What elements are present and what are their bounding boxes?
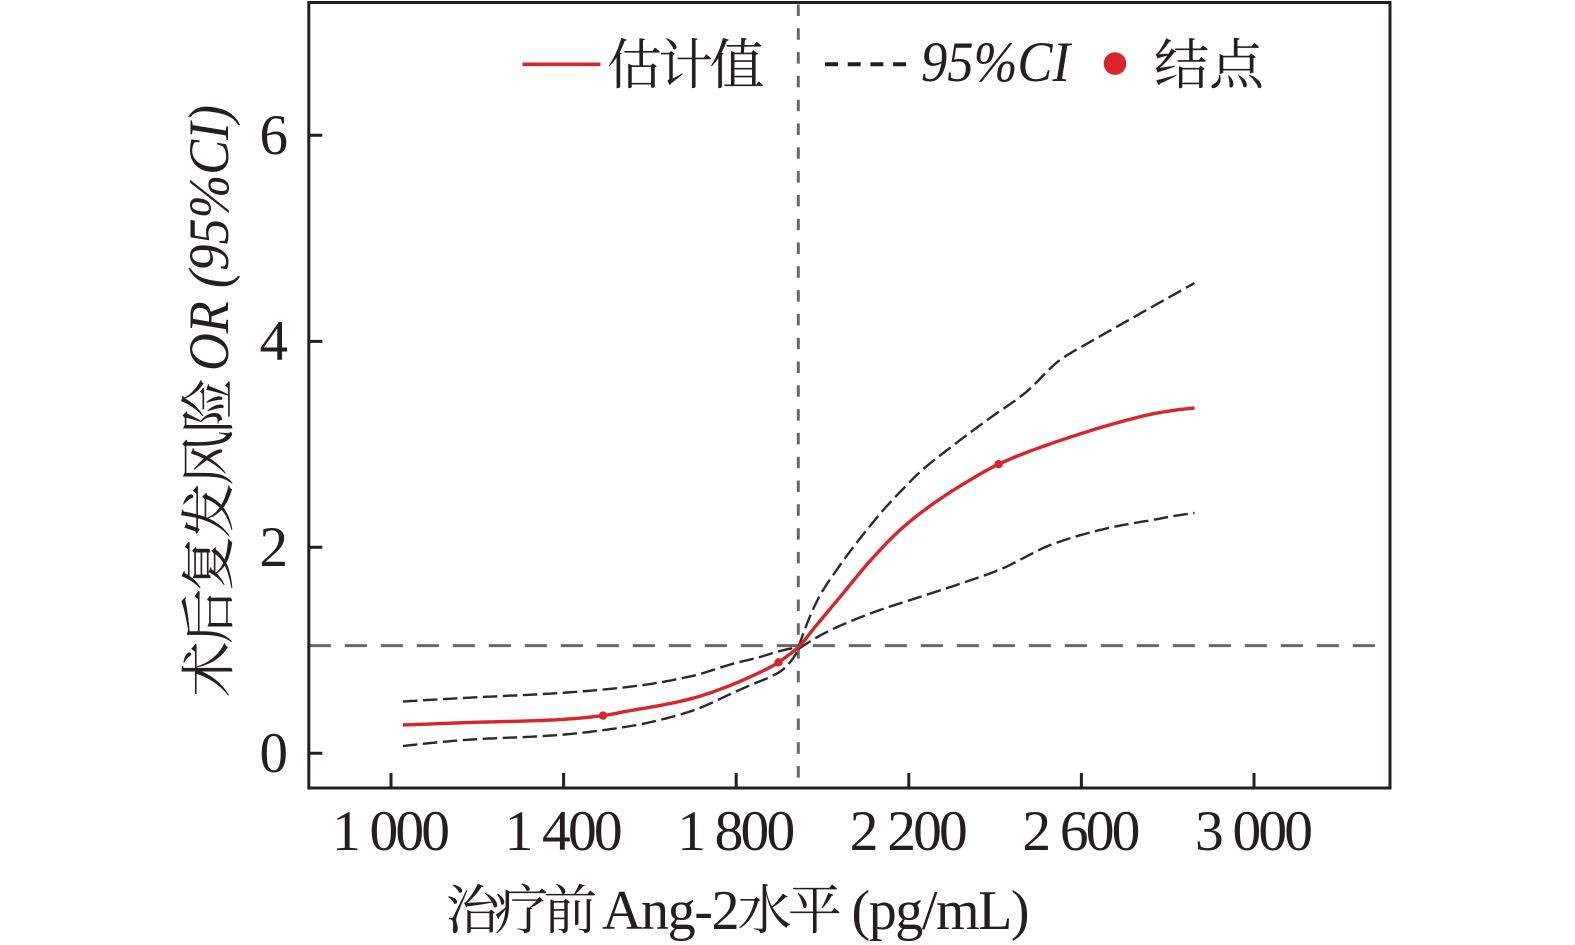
svg-text:2 200: 2 200 bbox=[850, 800, 968, 863]
svg-text:OR (95%CI): OR (95%CI) bbox=[178, 105, 241, 371]
svg-text:0: 0 bbox=[260, 722, 289, 785]
svg-text:2 600: 2 600 bbox=[1022, 800, 1140, 863]
svg-text:95%CI: 95%CI bbox=[921, 31, 1073, 94]
svg-text:1 800: 1 800 bbox=[677, 800, 795, 863]
svg-text:4: 4 bbox=[260, 310, 289, 373]
svg-text:3 000: 3 000 bbox=[1195, 800, 1313, 863]
svg-text:(pg/mL): (pg/mL) bbox=[852, 880, 1030, 942]
svg-text:1 000: 1 000 bbox=[332, 800, 450, 863]
svg-text:1 400: 1 400 bbox=[505, 800, 623, 863]
svg-text:2: 2 bbox=[260, 516, 289, 579]
svg-text:6: 6 bbox=[260, 104, 289, 167]
svg-text:Ang-2: Ang-2 bbox=[602, 880, 740, 942]
